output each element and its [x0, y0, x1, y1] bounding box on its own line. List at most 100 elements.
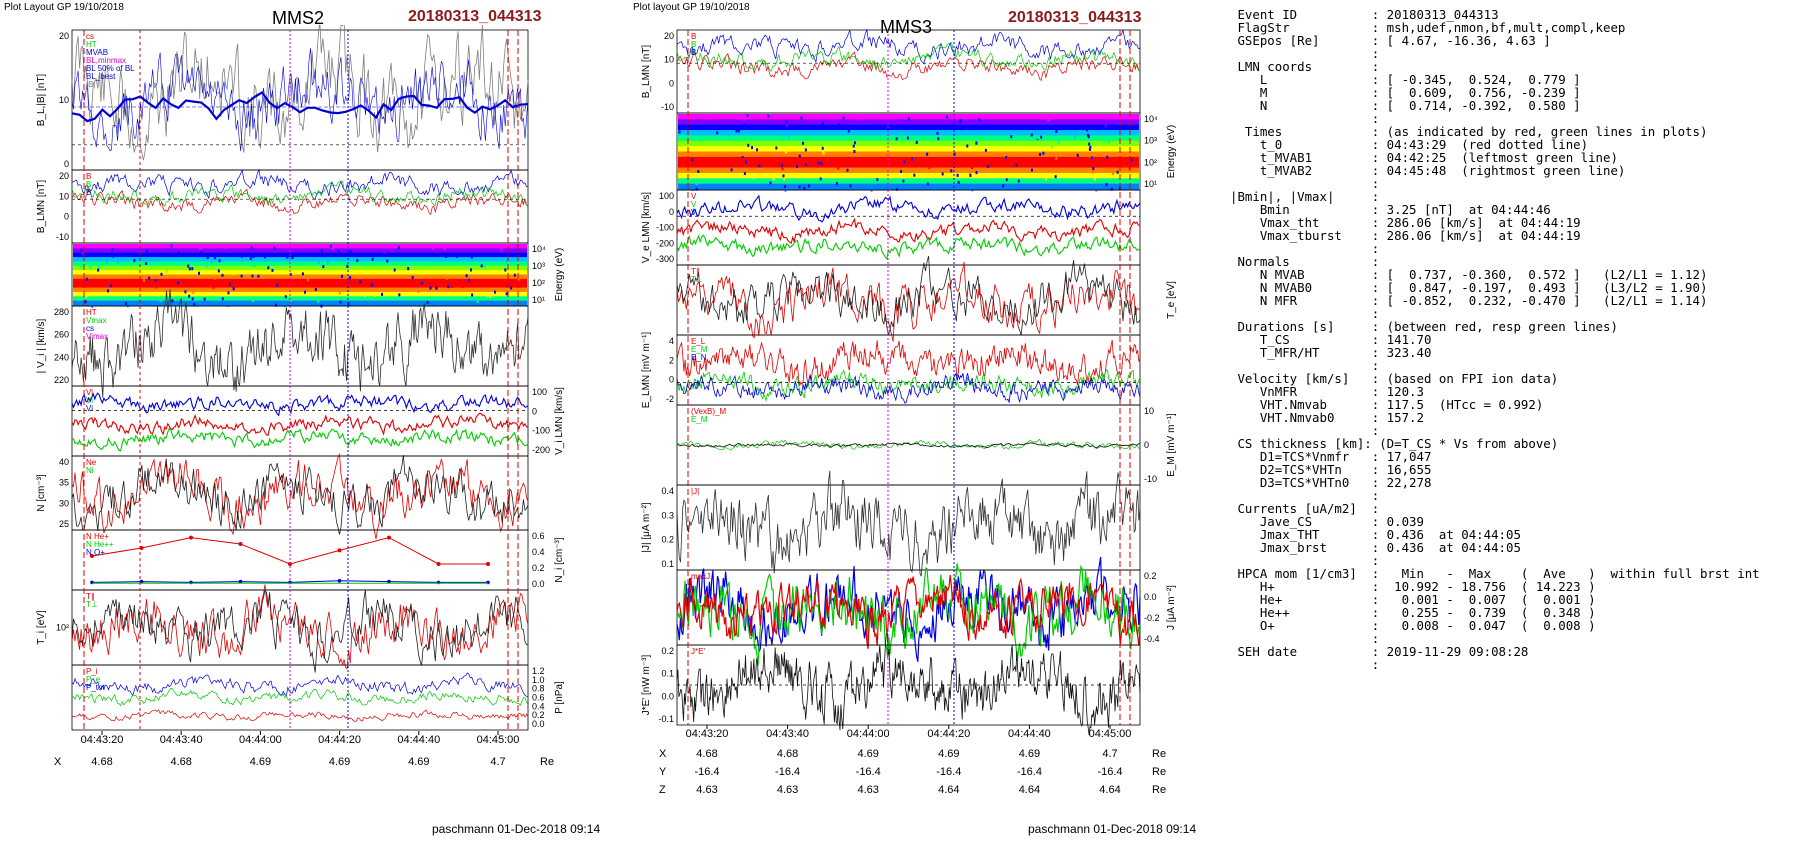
n-hepp-point — [90, 554, 94, 558]
spectrogram-speck — [461, 284, 464, 288]
tick-label: 10 — [59, 95, 69, 105]
p-e-line — [71, 709, 529, 722]
spectrogram-speck — [221, 273, 224, 277]
spectrogram-speck — [170, 244, 173, 248]
tick-label: -10 — [1144, 474, 1157, 484]
tick-label: -2 — [666, 394, 674, 404]
legend-entry: BL_best — [86, 72, 116, 81]
spectrogram-speck — [73, 258, 76, 262]
spectrogram-speck — [426, 301, 429, 305]
spectrogram-band — [73, 291, 527, 297]
position-unit: Re — [540, 756, 554, 765]
spectrogram-speck — [1005, 178, 1008, 182]
spectrogram-speck — [1054, 175, 1057, 179]
spectrogram-band — [73, 296, 527, 302]
spectrogram-speck — [725, 132, 728, 136]
spectrogram-speck — [1055, 129, 1058, 133]
spectrogram-speck — [742, 117, 745, 121]
bl-best-line — [71, 91, 529, 123]
spectrogram-speck — [251, 274, 254, 278]
tick-label: 0.0 — [661, 691, 674, 701]
spectrogram-speck — [804, 148, 807, 152]
tick-label: 40 — [59, 457, 69, 467]
position-value: 4.69 — [408, 756, 429, 765]
spectrogram-band — [73, 283, 527, 289]
spectrogram-speck — [717, 115, 720, 119]
info-line: : — [1230, 111, 1380, 126]
spectrogram-speck — [953, 152, 956, 156]
spectrogram-speck — [955, 125, 958, 129]
position-row-label: Y — [659, 766, 667, 778]
position-value: 4.68 — [91, 756, 112, 765]
position-unit: Re — [1152, 784, 1166, 796]
spectrogram-speck — [950, 169, 953, 173]
spectrogram-speck — [142, 278, 145, 282]
spectrogram-speck — [1045, 177, 1048, 181]
b-l-line — [71, 168, 528, 201]
spectrogram-speck — [148, 276, 151, 280]
spectrogram-speck — [1086, 128, 1089, 132]
spectrogram-speck — [228, 282, 231, 286]
spectrogram-speck — [767, 114, 770, 118]
tick-label: -10 — [661, 102, 674, 112]
spectrogram-speck — [860, 126, 863, 130]
tick-label: -0.2 — [1144, 613, 1160, 623]
tick-label: -200 — [656, 238, 674, 248]
spectrogram-speck — [973, 125, 976, 129]
spectrogram-speck — [695, 181, 698, 185]
spectrogram-speck — [781, 167, 784, 171]
spectrogram-speck — [915, 140, 918, 144]
spectrogram-speck — [975, 141, 978, 145]
n-hepp-point — [337, 548, 342, 553]
spectrogram-speck — [133, 258, 136, 262]
spectrogram-speck — [456, 275, 459, 279]
tick-label: 0.3 — [661, 510, 674, 520]
footer-credit: paschmann 01-Dec-2018 09:14 — [1028, 822, 1197, 836]
spectrogram-speck — [800, 116, 803, 120]
spectrogram-speck — [1089, 145, 1092, 149]
tick-label: 10² — [532, 278, 545, 288]
spectrogram-speck — [821, 121, 824, 125]
spectrogram-speck — [386, 259, 389, 263]
spectrogram-speck — [785, 120, 788, 124]
tick-label: 2 — [669, 355, 674, 365]
time-tick-label: 04:44:00 — [239, 734, 282, 746]
y-axis-label: T_e [eV] — [1166, 281, 1177, 319]
spectrogram-speck — [293, 282, 296, 286]
spectrogram-speck — [412, 297, 415, 301]
y-axis-label: N_i [cm⁻³] — [554, 537, 565, 583]
spectrogram-speck — [1091, 170, 1094, 174]
spectrogram-speck — [94, 253, 97, 257]
spectrogram-speck — [371, 257, 374, 261]
spectrogram-speck — [1036, 136, 1039, 140]
spectrogram-speck — [1106, 155, 1109, 159]
spectrogram-speck — [257, 274, 260, 278]
spectrogram-band — [678, 124, 1139, 131]
tick-label: 10³ — [1144, 136, 1157, 146]
legend-entry: Vi — [86, 396, 93, 405]
n-hepp-point — [486, 562, 490, 566]
spectrogram-speck — [838, 123, 841, 127]
legend-entry: B — [86, 188, 91, 197]
legend-entry: |B| — [86, 80, 96, 89]
position-value: 4.69 — [857, 748, 878, 760]
position-value: 4.7 — [1102, 748, 1117, 760]
spectrogram-speck — [188, 267, 191, 271]
spectrogram-speck — [411, 275, 414, 279]
spectrogram-speck — [224, 246, 227, 250]
v-l-line — [71, 392, 529, 417]
spectrogram-speck — [84, 300, 87, 304]
e-l-line — [676, 339, 1141, 386]
tick-label: 35 — [59, 478, 69, 488]
layout-label: Plot Layout GP 19/10/2018 — [4, 2, 124, 13]
info-line: N MFR : [ -0.852, 0.232, -0.470 ] (L2/L1… — [1230, 293, 1708, 308]
y-axis-label: J [μA m⁻²] — [1166, 585, 1177, 630]
spectrogram-speck — [691, 158, 694, 162]
spectrogram-speck — [370, 302, 373, 306]
spectrogram-speck — [210, 260, 213, 264]
info-line: : — [1230, 488, 1380, 503]
info-line: D3=TCS*VHTn0 : 22,278 — [1230, 475, 1432, 490]
tick-label: 240 — [54, 352, 69, 362]
spectrogram-speck — [768, 173, 771, 177]
